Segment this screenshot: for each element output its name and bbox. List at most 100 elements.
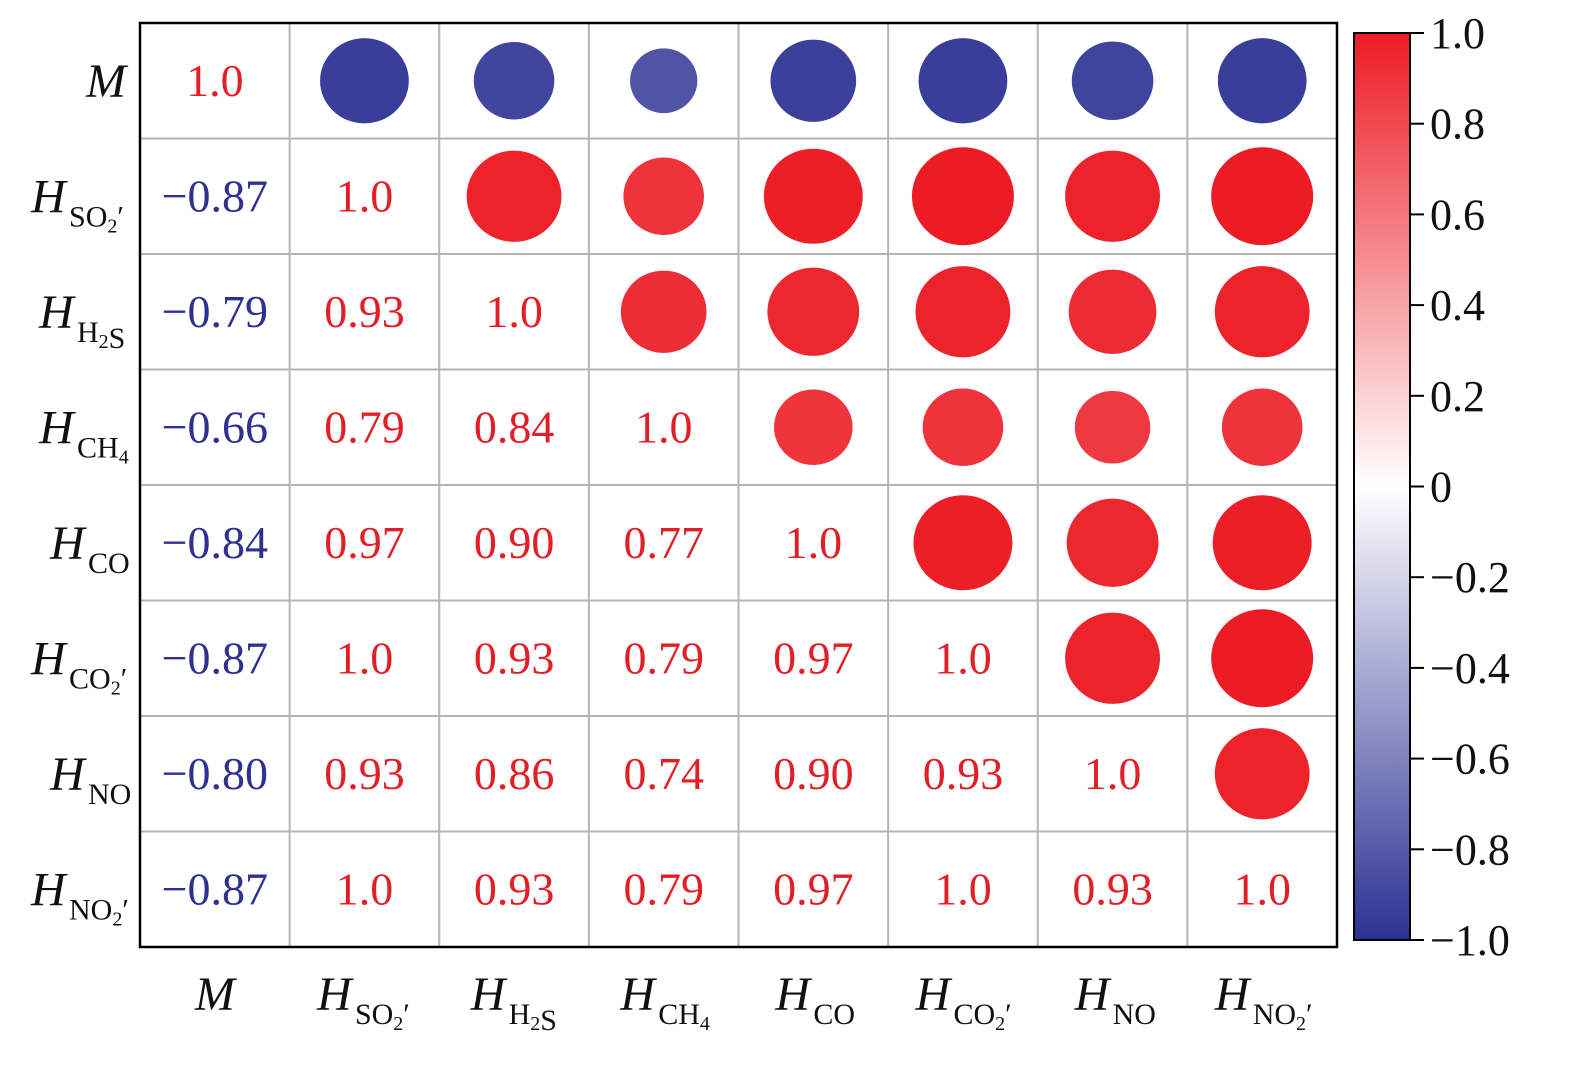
correlation-value-1-0: −0.87 xyxy=(162,170,268,221)
correlation-value-7-5: 1.0 xyxy=(934,863,992,914)
correlation-circle-1-5 xyxy=(911,147,1014,246)
colorbar-gradient xyxy=(1353,32,1411,941)
colorbar-tick-label: −1.0 xyxy=(1430,916,1510,965)
colorbar-tick-label: −0.2 xyxy=(1430,553,1510,602)
svg-text:NO2′: NO2′ xyxy=(1253,998,1313,1035)
correlation-circle-4-6 xyxy=(1066,498,1159,587)
colorbar-tick-label: −0.4 xyxy=(1430,644,1510,693)
colorbar-tick-label: −0.8 xyxy=(1430,825,1510,874)
colorbar: 1.0 0.8 0.6 0.4 0.2 0 −0.2 −0.4 −0.6 −0.8 −1.0 xyxy=(1353,9,1510,965)
correlation-value-7-7: 1.0 xyxy=(1233,863,1291,914)
correlation-circle-4-7 xyxy=(1212,495,1312,591)
correlation-circle-1-4 xyxy=(763,148,863,244)
plot-frame xyxy=(138,21,1339,949)
col-label-5: H CO2′ xyxy=(914,968,1011,1035)
correlation-value-6-1: 0.93 xyxy=(324,748,405,799)
col-label-6: H NO xyxy=(1074,968,1156,1031)
col-label-2: H H2S xyxy=(470,968,557,1037)
colorbar-tick-label: 0.8 xyxy=(1430,100,1485,149)
svg-text:H: H xyxy=(30,632,68,685)
correlation-circle-1-7 xyxy=(1211,147,1314,246)
correlation-value-5-2: 0.93 xyxy=(474,632,555,683)
correlation-circle-1-6 xyxy=(1065,150,1160,242)
correlation-value-3-0: −0.66 xyxy=(162,401,268,452)
correlation-value-7-3: 0.79 xyxy=(623,863,704,914)
correlation-circle-3-5 xyxy=(922,388,1004,466)
colorbar-tick-label: −0.6 xyxy=(1430,735,1510,784)
correlation-value-5-0: −0.87 xyxy=(162,632,268,683)
svg-text:H: H xyxy=(470,968,508,1021)
correlation-value-2-2: 1.0 xyxy=(485,286,543,337)
svg-text:CO2′: CO2′ xyxy=(953,998,1011,1035)
correlation-value-6-4: 0.90 xyxy=(773,748,854,799)
correlation-value-5-3: 0.79 xyxy=(623,632,704,683)
row-label-2: H H2S xyxy=(38,286,125,355)
correlation-value-3-2: 0.84 xyxy=(474,401,555,452)
correlation-circle-2-3 xyxy=(620,270,707,353)
row-label-4: H CO xyxy=(49,517,130,580)
svg-text:CO: CO xyxy=(813,998,855,1031)
svg-text:H: H xyxy=(49,517,87,570)
row-label-3: H CH4 xyxy=(38,401,129,468)
colorbar-tick-label: 0.4 xyxy=(1430,281,1485,330)
correlation-circle-1-2 xyxy=(466,150,562,242)
colorbar-tick-label: 0.6 xyxy=(1430,190,1485,239)
svg-text:H: H xyxy=(49,748,87,801)
correlation-circle-0-4 xyxy=(770,39,857,122)
correlation-value-3-3: 1.0 xyxy=(635,401,693,452)
svg-text:H: H xyxy=(30,170,68,223)
correlation-circle-3-4 xyxy=(774,389,853,465)
svg-text:H: H xyxy=(774,968,812,1021)
correlation-circle-2-4 xyxy=(767,267,860,356)
svg-text:M: M xyxy=(194,968,238,1021)
correlation-value-3-1: 0.79 xyxy=(324,401,405,452)
svg-text:NO: NO xyxy=(88,778,131,811)
correlation-circle-5-7 xyxy=(1211,609,1314,708)
correlation-value-2-0: −0.79 xyxy=(162,286,268,337)
correlation-value-2-1: 0.93 xyxy=(324,286,405,337)
row-label-1: H SO2′ xyxy=(30,170,124,237)
svg-text:SO2′: SO2′ xyxy=(355,998,410,1035)
correlation-value-0-0: 1.0 xyxy=(186,55,244,106)
correlation-value-5-4: 0.97 xyxy=(773,632,854,683)
col-label-4: H CO xyxy=(774,968,855,1031)
correlation-value-4-1: 0.97 xyxy=(324,517,405,568)
correlation-circle-0-6 xyxy=(1071,41,1154,120)
labels-layer: 1.0 −0.87 1.0 −0.79 0.93 1.0 −0.66 0.79 0.84 1.0 −… xyxy=(162,55,1291,915)
svg-text:H: H xyxy=(914,968,952,1021)
correlation-circle-2-5 xyxy=(915,266,1011,358)
correlation-value-6-5: 0.93 xyxy=(923,748,1004,799)
correlation-value-6-6: 1.0 xyxy=(1084,748,1142,799)
colorbar-tick-label: 1.0 xyxy=(1430,9,1485,58)
correlation-circle-0-7 xyxy=(1217,38,1307,124)
col-label-1: H SO2′ xyxy=(316,968,410,1035)
correlation-value-4-3: 0.77 xyxy=(623,517,704,568)
marks-layer xyxy=(320,38,1314,820)
correlation-value-1-1: 1.0 xyxy=(336,170,394,221)
svg-text:H: H xyxy=(1074,968,1112,1021)
correlation-value-7-6: 0.93 xyxy=(1072,863,1153,914)
col-label-7: H NO2′ xyxy=(1214,968,1313,1035)
svg-text:H: H xyxy=(1214,968,1252,1021)
svg-text:H: H xyxy=(38,286,76,339)
svg-text:CH4: CH4 xyxy=(658,998,710,1035)
svg-text:H: H xyxy=(316,968,354,1021)
correlation-value-7-0: −0.87 xyxy=(162,863,268,914)
correlation-value-7-4: 0.97 xyxy=(773,863,854,914)
correlation-circle-0-5 xyxy=(918,38,1008,124)
svg-text:CO: CO xyxy=(88,547,130,580)
correlation-value-4-0: −0.84 xyxy=(162,517,268,568)
correlation-circle-2-6 xyxy=(1068,269,1157,354)
colorbar-tick-label: 0.2 xyxy=(1430,372,1485,421)
row-label-6: H NO xyxy=(49,748,131,811)
row-label-5: H CO2′ xyxy=(30,632,127,699)
correlation-circle-0-2 xyxy=(473,42,555,120)
svg-text:NO: NO xyxy=(1113,998,1156,1031)
correlation-value-4-2: 0.90 xyxy=(474,517,555,568)
svg-text:H: H xyxy=(619,968,657,1021)
correlation-circle-2-7 xyxy=(1214,266,1310,358)
svg-text:NO2′: NO2′ xyxy=(69,893,129,930)
row-label-0: M xyxy=(85,55,129,108)
